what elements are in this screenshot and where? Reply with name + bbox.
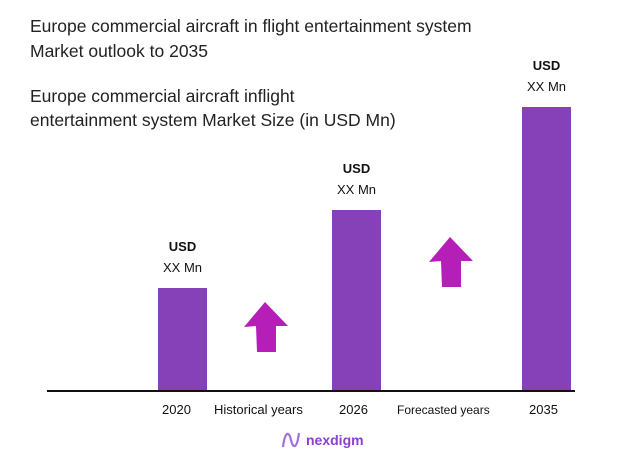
- data-label-2035: USD XX Mn: [502, 58, 592, 94]
- bar-2026: [332, 210, 381, 390]
- growth-arrow-icon-historical: [244, 302, 288, 352]
- nexdigm-wave-icon: [281, 432, 301, 448]
- data-label-currency: USD: [168, 239, 197, 254]
- chart-subtitle-line2: entertainment system Market Size (in USD…: [30, 110, 396, 130]
- chart-title-line1: Europe commercial aircraft in flight ent…: [30, 16, 472, 36]
- growth-arrow-icon-forecast: [429, 237, 473, 287]
- tick-label-2035: 2035: [529, 402, 558, 417]
- period-label-forecasted: Forecasted years: [397, 403, 490, 417]
- data-label-2026: USD XX Mn: [312, 161, 402, 197]
- brand-name: nexdigm: [306, 432, 364, 448]
- bar-2035: [522, 107, 571, 390]
- x-axis-line: [47, 390, 575, 392]
- data-label-currency: USD: [532, 58, 561, 74]
- tick-label-2026: 2026: [339, 402, 368, 417]
- data-label-value: XX Mn: [526, 79, 566, 95]
- nexdigm-logo: nexdigm: [281, 431, 364, 449]
- chart-title-line2: Market outlook to 2035: [30, 41, 209, 61]
- data-label-value: XX Mn: [162, 260, 202, 275]
- data-label-2020: USD XX Mn: [138, 239, 228, 275]
- data-label-currency: USD: [342, 161, 371, 177]
- chart-subtitle-line1: Europe commercial aircraft inflight: [30, 86, 295, 106]
- tick-label-2020: 2020: [162, 402, 191, 417]
- data-label-value: XX Mn: [336, 182, 376, 198]
- bar-2020: [158, 288, 207, 390]
- period-label-historical: Historical years: [214, 402, 303, 417]
